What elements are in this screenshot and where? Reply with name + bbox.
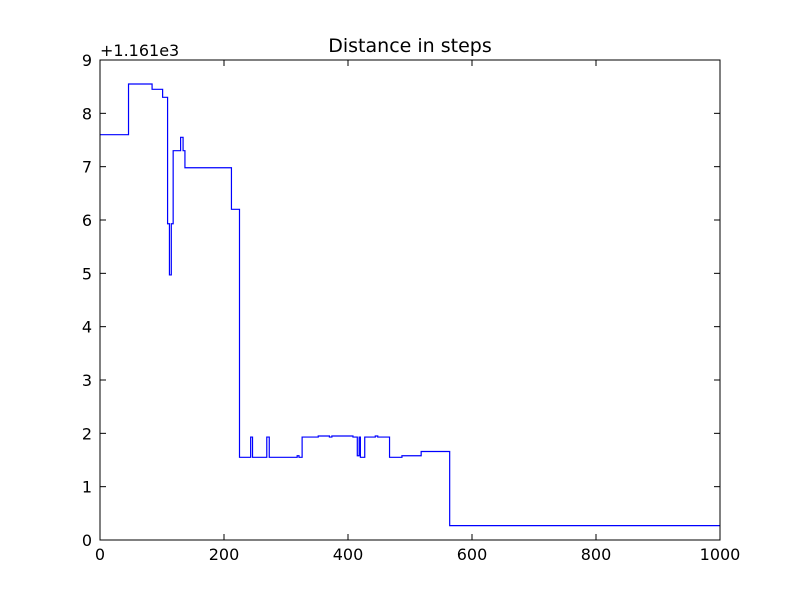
y-tick-label: 1 (82, 478, 92, 497)
axes-frame (99, 59, 721, 541)
x-tick-label: 0 (95, 545, 105, 564)
y-offset-label: +1.161e3 (100, 41, 179, 60)
y-tick-label: 4 (82, 318, 92, 337)
x-tick-label: 400 (333, 545, 364, 564)
y-tick-label: 7 (82, 158, 92, 177)
x-tick-label: 1000 (700, 545, 741, 564)
y-tick-label: 5 (82, 264, 92, 283)
y-tick-label: 8 (82, 104, 92, 123)
series-line-0 (100, 83, 720, 527)
y-tick-label: 2 (82, 424, 92, 443)
x-tick-label: 600 (457, 545, 488, 564)
x-tick-label: 800 (581, 545, 612, 564)
plot-area (100, 83, 720, 527)
y-tick-label: 0 (82, 531, 92, 550)
x-tick-label: 200 (209, 545, 240, 564)
y-tick-label: 9 (82, 51, 92, 70)
chart-title: Distance in steps (328, 35, 491, 57)
y-tick-label: 6 (82, 211, 92, 230)
y-tick-label: 3 (82, 371, 92, 390)
